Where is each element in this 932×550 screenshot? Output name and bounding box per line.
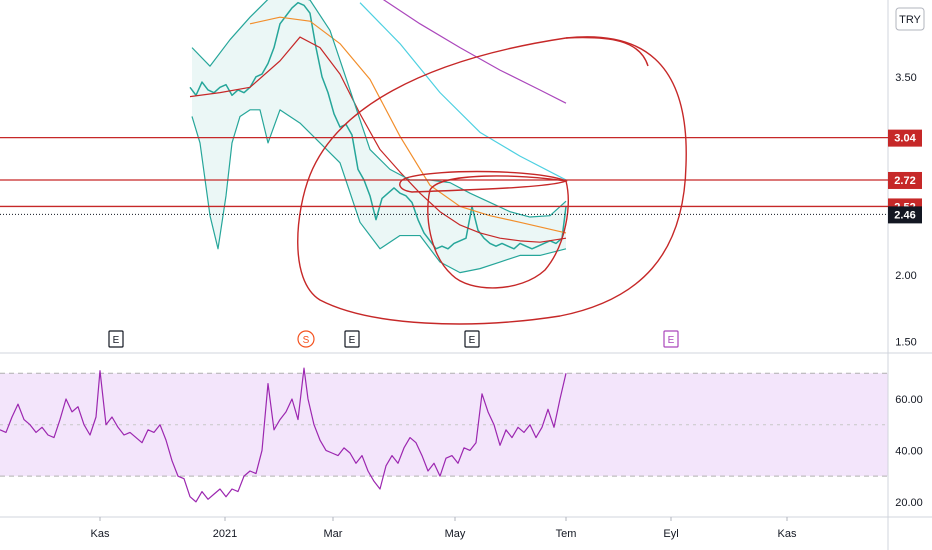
earnings-event-marker[interactable] <box>464 330 480 348</box>
level-tag-2.46[interactable] <box>888 206 922 224</box>
earnings-event-marker[interactable] <box>663 330 679 348</box>
currency-badge-label: TRY <box>899 14 921 26</box>
earnings-event-marker[interactable] <box>344 330 360 348</box>
time-axis-tick: Tem <box>556 528 577 540</box>
level-tag-label-2.72: 2.72 <box>894 175 915 187</box>
time-axis-tick: 2021 <box>213 528 237 540</box>
oscillator-line-0 <box>0 367 567 503</box>
medium-ellipse-annotation[interactable] <box>427 175 569 289</box>
small-ellipse-annotation[interactable] <box>399 170 568 193</box>
time-axis-tick: May <box>445 528 466 540</box>
oscillator-axis-group[interactable]: 20.00 40.00 60.00 <box>895 394 923 509</box>
price-series-line-0 <box>189 1 567 250</box>
price-series-line-6 <box>191 109 567 274</box>
price-axis-tick: 3.50 <box>895 72 916 84</box>
event-marker-label: E <box>469 335 476 346</box>
event-marker-label: E <box>668 335 675 346</box>
event-marker-label: S <box>303 335 310 346</box>
time-axis-group[interactable]: Kas 2021 Mar May Tem Eyl Kas <box>91 517 797 540</box>
ellipse-tail-annotation[interactable] <box>565 36 649 67</box>
level-tag-2.72[interactable] <box>888 171 922 189</box>
price-axis-tick: 1.50 <box>895 336 916 348</box>
currency-badge[interactable]: TRY <box>895 7 925 31</box>
price-series-line-1 <box>189 36 567 243</box>
price-series-line-3 <box>359 2 567 181</box>
earnings-event-marker[interactable] <box>108 330 124 348</box>
event-marker-label: E <box>113 335 120 346</box>
price-axis-group[interactable]: 1.50 2.00 3.50 <box>895 72 916 349</box>
drawing-annotations[interactable] <box>297 36 687 325</box>
price-series-line-5 <box>191 0 567 218</box>
oscillator-axis-tick: 40.00 <box>895 445 923 457</box>
price-axis-tick: 2.00 <box>895 270 916 282</box>
large-ellipse-annotation[interactable] <box>297 36 687 325</box>
time-axis-tick: Eyl <box>663 528 678 540</box>
oscillator-series-group <box>0 367 567 503</box>
event-marker-label: E <box>349 335 356 346</box>
split-event-marker[interactable] <box>297 330 315 348</box>
oscillator-axis-tick: 20.00 <box>895 497 923 509</box>
price-series-line-4 <box>382 0 567 104</box>
horizontal-levels-group[interactable]: 3.042.722.522.46 <box>0 129 922 224</box>
level-tag-label-2.46: 2.46 <box>894 209 915 221</box>
price-series-line-2 <box>249 16 567 234</box>
time-axis-tick: Kas <box>778 528 797 540</box>
price-series-group <box>189 0 567 274</box>
level-tag-3.04[interactable] <box>888 129 922 147</box>
bollinger-band-fill <box>192 0 566 273</box>
time-axis-tick: Mar <box>324 528 343 540</box>
level-tag-label-3.04: 3.04 <box>894 133 916 145</box>
time-axis-tick: Kas <box>91 528 110 540</box>
oscillator-axis-tick: 60.00 <box>895 394 923 406</box>
